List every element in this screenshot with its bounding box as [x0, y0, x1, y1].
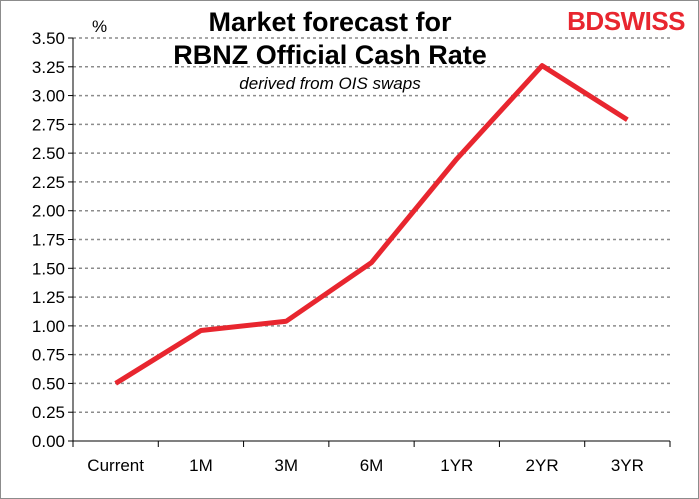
y-tick-label: 0.75	[32, 346, 65, 365]
x-axis-ticks: Current 1M 3M 6M 1YR 2YR 3YR	[72, 441, 671, 475]
y-tick-label: 1.00	[32, 317, 65, 336]
y-axis-label: %	[92, 17, 107, 36]
y-tick-label: 2.25	[32, 173, 65, 192]
chart-title: Market forecast for RBNZ Official Cash Ra…	[173, 7, 487, 70]
x-tick-label: 1M	[189, 456, 213, 475]
y-tick-label: 1.75	[32, 231, 65, 250]
y-tick-label: 2.50	[32, 144, 65, 163]
y-axis-ticks: 0.00 0.25 0.50 0.75 1.00 1.25 1.50 1.75 2.00 2.25…	[32, 29, 73, 451]
x-tick-label: Current	[87, 456, 144, 475]
x-tick-label: 1YR	[440, 456, 473, 475]
series	[114, 63, 629, 386]
x-tick-label: 2YR	[526, 456, 559, 475]
y-tick-label: 3.50	[32, 29, 65, 48]
y-tick-label: 2.75	[32, 115, 65, 134]
y-tick-label: 1.25	[32, 288, 65, 307]
brand-logo: BDSWISS	[567, 6, 685, 37]
y-tick-label: 3.25	[32, 58, 65, 77]
y-tick-label: 3.00	[32, 87, 65, 106]
brand-logo-text: BDSWISS	[567, 6, 685, 36]
y-tick-label: 0.50	[32, 374, 65, 393]
y-tick-label: 2.00	[32, 202, 65, 221]
y-tick-label: 0.00	[32, 432, 65, 451]
series-line	[114, 63, 629, 386]
chart-subtitle: derived from OIS swaps	[239, 74, 421, 93]
y-tick-label: 0.25	[32, 403, 65, 422]
x-tick-label: 3M	[274, 456, 298, 475]
axes	[72, 38, 670, 442]
x-tick-label: 3YR	[611, 456, 644, 475]
y-tick-label: 1.50	[32, 259, 65, 278]
x-tick-label: 6M	[360, 456, 384, 475]
